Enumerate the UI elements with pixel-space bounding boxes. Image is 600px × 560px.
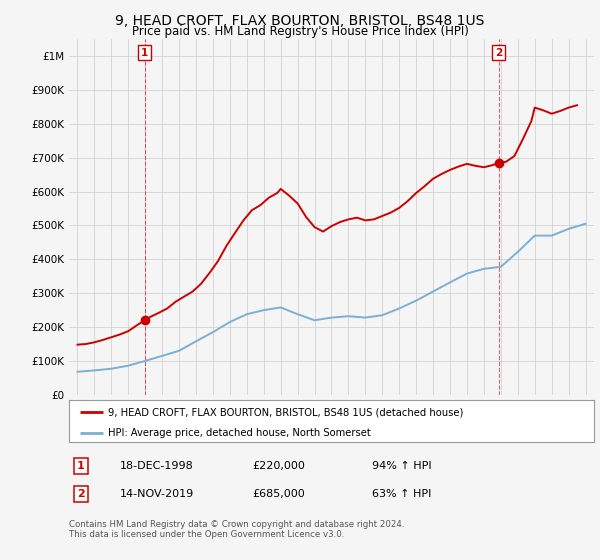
Text: 2: 2 bbox=[495, 48, 502, 58]
Text: 18-DEC-1998: 18-DEC-1998 bbox=[120, 461, 194, 471]
Text: 1: 1 bbox=[77, 461, 85, 471]
Text: Price paid vs. HM Land Registry's House Price Index (HPI): Price paid vs. HM Land Registry's House … bbox=[131, 25, 469, 38]
Text: 94% ↑ HPI: 94% ↑ HPI bbox=[372, 461, 431, 471]
Text: Contains HM Land Registry data © Crown copyright and database right 2024.
This d: Contains HM Land Registry data © Crown c… bbox=[69, 520, 404, 539]
Text: 2: 2 bbox=[77, 489, 85, 499]
Text: £220,000: £220,000 bbox=[252, 461, 305, 471]
Text: 1: 1 bbox=[141, 48, 148, 58]
Text: 9, HEAD CROFT, FLAX BOURTON, BRISTOL, BS48 1US (detached house): 9, HEAD CROFT, FLAX BOURTON, BRISTOL, BS… bbox=[109, 407, 464, 417]
Text: £685,000: £685,000 bbox=[252, 489, 305, 499]
Text: HPI: Average price, detached house, North Somerset: HPI: Average price, detached house, Nort… bbox=[109, 428, 371, 438]
Text: 63% ↑ HPI: 63% ↑ HPI bbox=[372, 489, 431, 499]
Text: 14-NOV-2019: 14-NOV-2019 bbox=[120, 489, 194, 499]
Text: 9, HEAD CROFT, FLAX BOURTON, BRISTOL, BS48 1US: 9, HEAD CROFT, FLAX BOURTON, BRISTOL, BS… bbox=[115, 14, 485, 28]
